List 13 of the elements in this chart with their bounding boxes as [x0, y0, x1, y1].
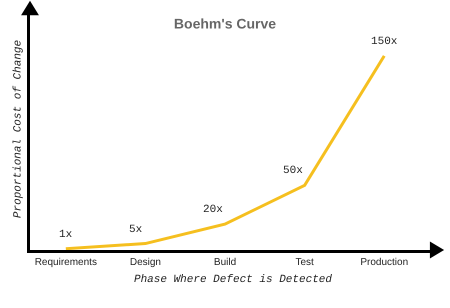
x-tick-label: Design: [130, 257, 161, 268]
x-tick-label: Build: [214, 257, 236, 268]
x-axis-title: Phase Where Defect is Detected: [134, 274, 332, 286]
y-axis-title: Proportional Cost of Change: [12, 40, 25, 218]
data-label: 5x: [129, 224, 143, 236]
data-label: 20x: [203, 204, 224, 216]
x-tick-label: Test: [295, 257, 314, 268]
data-label: 1x: [59, 229, 73, 241]
data-label: 50x: [283, 165, 304, 177]
data-label: 150x: [371, 36, 398, 48]
x-tick-label: Production: [360, 257, 408, 268]
text: Boehm's Curve: [174, 15, 276, 32]
x-tick-label: Requirements: [34, 257, 97, 268]
